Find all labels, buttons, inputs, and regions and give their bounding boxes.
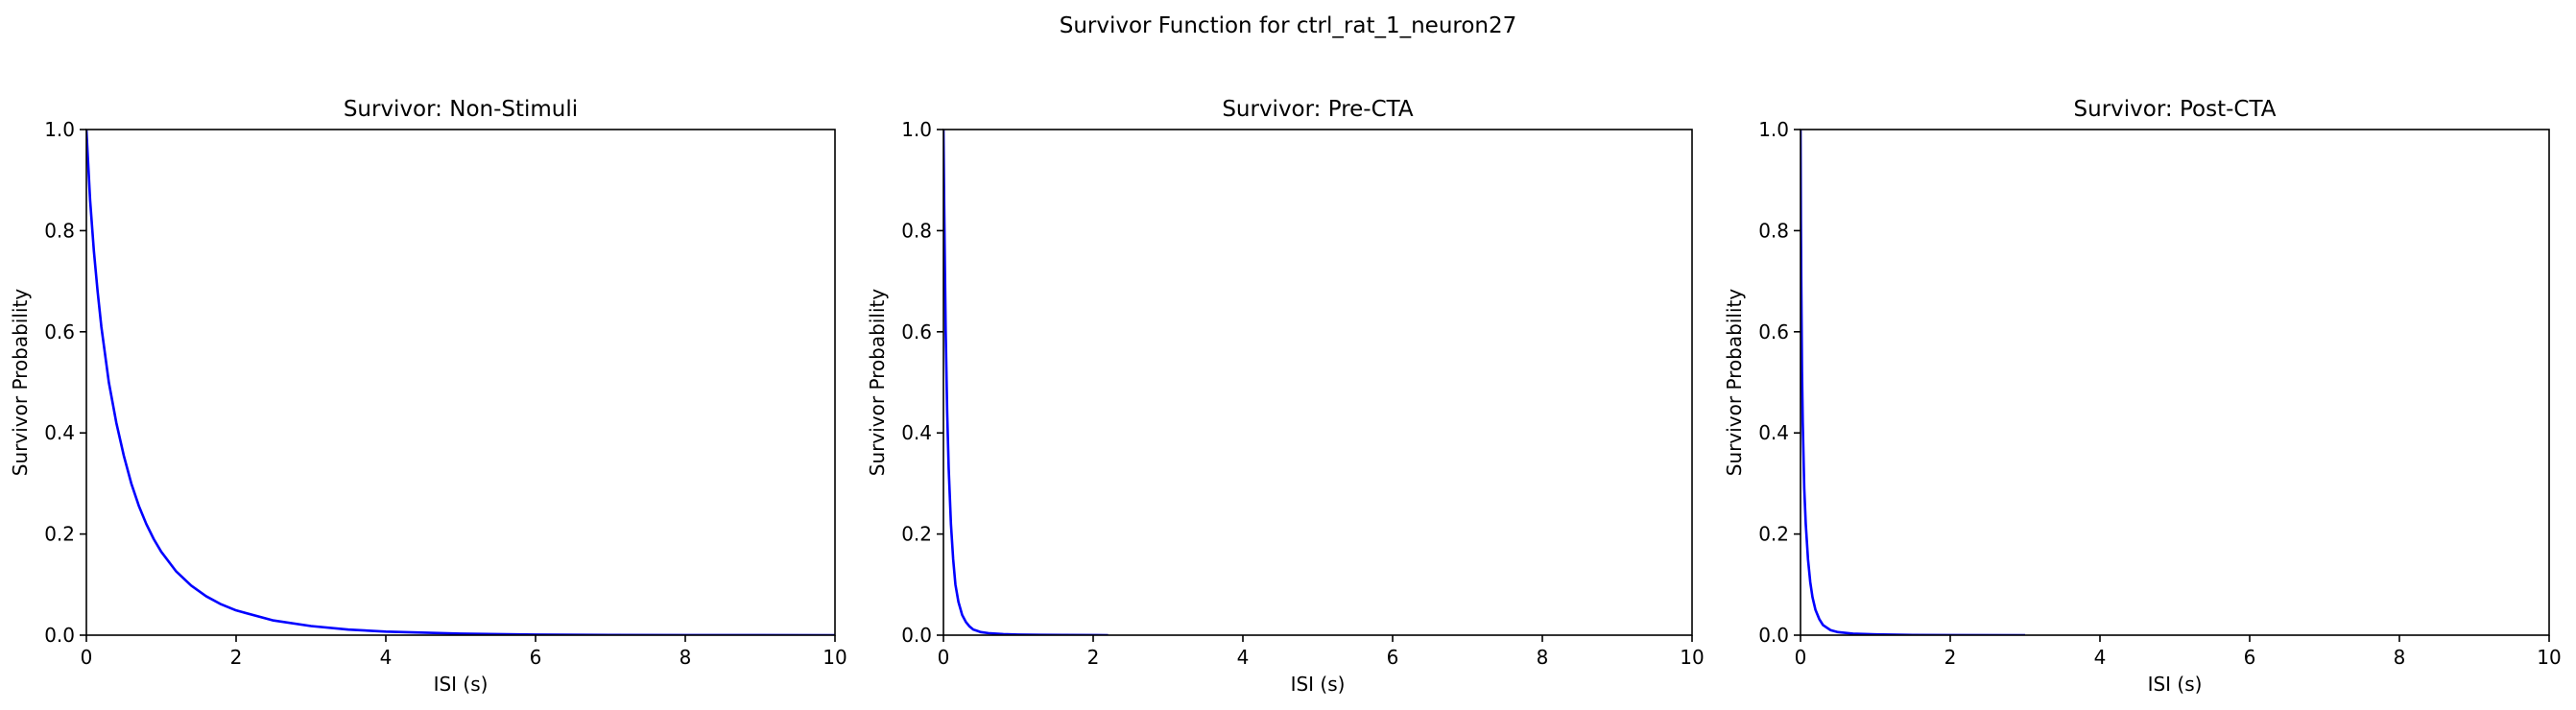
x-tick-label: 2 — [1944, 646, 1957, 669]
x-tick-label: 0 — [1795, 646, 1807, 669]
x-tick-label: 8 — [2394, 646, 2406, 669]
y-tick-label: 1.0 — [901, 118, 932, 141]
y-axis-label: Survivor Probability — [9, 289, 32, 477]
y-tick-label: 0.8 — [44, 219, 75, 242]
x-tick-label: 10 — [823, 646, 847, 669]
x-tick-label: 0 — [81, 646, 93, 669]
y-tick-label: 0.0 — [1758, 624, 1789, 647]
figure-suptitle: Survivor Function for ctrl_rat_1_neuron2… — [1060, 13, 1517, 38]
series-line-1 — [86, 130, 835, 635]
x-axis-label: ISI (s) — [434, 673, 489, 696]
y-axis-label: Survivor Probability — [1723, 289, 1746, 477]
x-tick-label: 8 — [1537, 646, 1549, 669]
y-tick-label: 0.2 — [1758, 523, 1789, 546]
subplots: Survivor: Non-Stimuli 0 2 4 6 8 10 0.0 0.2 0.4 0.6… — [9, 97, 2562, 696]
x-tick-label: 6 — [1387, 646, 1399, 669]
axes-frame — [85, 129, 836, 636]
x-tick-label: 2 — [230, 646, 243, 669]
axes-frame — [942, 129, 1693, 636]
y-tick-label: 1.0 — [1758, 118, 1789, 141]
y-tick-label: 0.4 — [1758, 421, 1789, 444]
subplot-title: Survivor: Non-Stimuli — [344, 97, 578, 122]
x-tick-label: 0 — [938, 646, 950, 669]
x-tick-label: 4 — [380, 646, 393, 669]
y-tick-label: 0.2 — [44, 523, 75, 546]
y-tick-label: 0.6 — [901, 320, 932, 343]
y-tick-label: 0.8 — [901, 219, 932, 242]
y-tick-label: 0.4 — [44, 421, 75, 444]
x-axis-label: ISI (s) — [2148, 673, 2203, 696]
subplot-3: Survivor: Post-CTA 0 2 4 6 8 10 0.0 0.2 0.4 0.6 0.8… — [1723, 97, 2562, 696]
axes-frame — [1800, 129, 2550, 636]
series-line-1 — [1801, 130, 2026, 635]
y-tick-label: 0.0 — [901, 624, 932, 647]
x-tick-label: 4 — [1237, 646, 1250, 669]
y-tick-label: 1.0 — [44, 118, 75, 141]
subplot-1: Survivor: Non-Stimuli 0 2 4 6 8 10 0.0 0.2 0.4 0.6… — [9, 97, 847, 696]
x-axis-label: ISI (s) — [1291, 673, 1346, 696]
x-tick-label: 2 — [1087, 646, 1100, 669]
y-tick-label: 0.0 — [44, 624, 75, 647]
subplot-2: Survivor: Pre-CTA 0 2 4 6 8 10 0.0 0.2 0.4 0.6 0.8 1… — [866, 97, 1705, 696]
y-tick-label: 0.8 — [1758, 219, 1789, 242]
y-axis-label: Survivor Probability — [866, 289, 889, 477]
y-tick-label: 0.6 — [44, 320, 75, 343]
x-tick-label: 4 — [2094, 646, 2107, 669]
x-tick-label: 8 — [680, 646, 692, 669]
x-tick-label: 10 — [1680, 646, 1704, 669]
y-tick-label: 0.6 — [1758, 320, 1789, 343]
subplot-title: Survivor: Pre-CTA — [1222, 97, 1414, 122]
x-tick-label: 6 — [530, 646, 542, 669]
x-tick-label: 6 — [2244, 646, 2256, 669]
y-tick-label: 0.4 — [901, 421, 932, 444]
subplot-title: Survivor: Post-CTA — [2074, 97, 2277, 122]
y-tick-label: 0.2 — [901, 523, 932, 546]
x-tick-label: 10 — [2537, 646, 2561, 669]
